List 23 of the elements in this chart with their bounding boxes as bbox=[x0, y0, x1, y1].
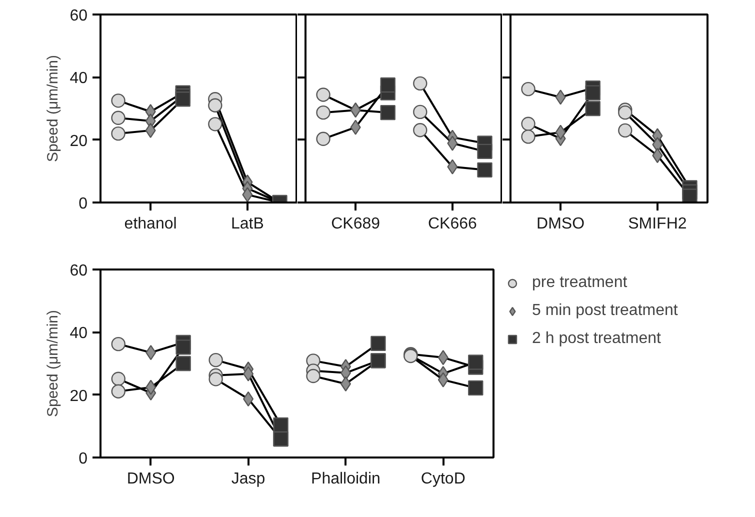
y-tick-label: 0 bbox=[78, 450, 88, 468]
x-tick-label: ethanol bbox=[124, 216, 177, 232]
y-tick-label: 20 bbox=[70, 388, 88, 405]
y-tick-label: 40 bbox=[70, 325, 88, 342]
y-axis-title: Speed (μm/min) bbox=[44, 54, 62, 162]
x-tick-label: LatB bbox=[230, 216, 264, 232]
x-tick-label: DMSO bbox=[536, 216, 585, 232]
y-tick-label: 0 bbox=[78, 196, 88, 212]
x-tick-label: Phalloidin bbox=[311, 470, 380, 488]
y-tick-label: 40 bbox=[70, 70, 88, 88]
legend-label: 2 h post treatment bbox=[532, 330, 661, 348]
y-tick-label: 20 bbox=[70, 132, 88, 150]
x-tick-label: CK666 bbox=[428, 216, 478, 232]
y-axis-title: Speed (μm/min) bbox=[44, 310, 62, 418]
y-tick-label: 60 bbox=[70, 8, 88, 24]
x-tick-label: DMSO bbox=[126, 470, 175, 488]
legend-label: pre treatment bbox=[532, 274, 628, 292]
x-tick-label: CK689 bbox=[331, 216, 380, 232]
x-tick-label: Jasp bbox=[231, 470, 266, 488]
x-tick-label: SMIFH2 bbox=[628, 216, 687, 232]
x-tick-label: CytoD bbox=[420, 470, 466, 488]
y-tick-label: 60 bbox=[70, 262, 88, 280]
legend-label: 5 min post treatment bbox=[532, 302, 678, 320]
